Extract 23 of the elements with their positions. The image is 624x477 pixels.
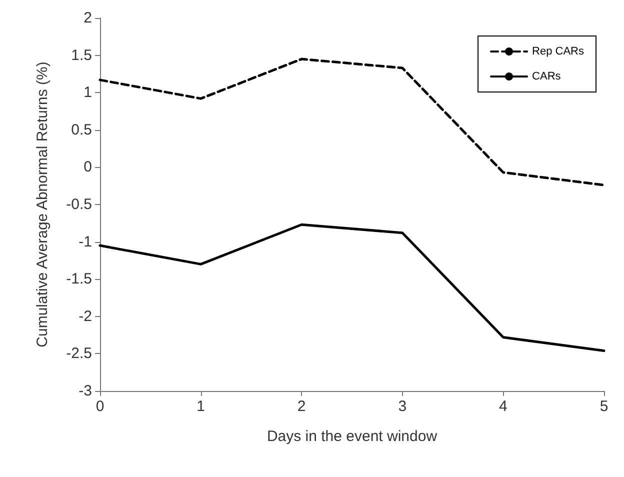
y-axis-title: Cumulative Average Abnormal Returns (%) — [34, 62, 51, 348]
y-tick-label: -1.5 — [66, 270, 92, 288]
line-series — [98, 223, 606, 352]
x-tick-label: 4 — [499, 398, 508, 415]
y-tick-label: 0 — [84, 158, 92, 176]
y-tick-label: 0.5 — [71, 121, 92, 138]
x-tick-label: 2 — [297, 398, 306, 415]
legend-label: Rep CARs — [532, 46, 584, 58]
y-tick-label: 1 — [84, 84, 92, 102]
legend-label: CARs — [532, 70, 562, 82]
y-tick-label: -2 — [78, 308, 92, 325]
y-tick-label: 2 — [84, 10, 92, 26]
x-tick-label: 0 — [96, 398, 104, 415]
x-tick-label: 5 — [600, 398, 608, 415]
y-tick-label: 1.5 — [71, 46, 92, 64]
y-tick-label: -3 — [78, 382, 92, 400]
y-tick-label: -1 — [78, 233, 92, 250]
y-tick-label: -2.5 — [66, 345, 92, 362]
line-series — [98, 58, 606, 186]
x-tick-label: 1 — [196, 398, 205, 415]
y-tick-label: -0.5 — [66, 196, 92, 213]
x-axis-title: Days in the event window — [266, 428, 438, 445]
x-tick-label: 3 — [398, 398, 407, 415]
